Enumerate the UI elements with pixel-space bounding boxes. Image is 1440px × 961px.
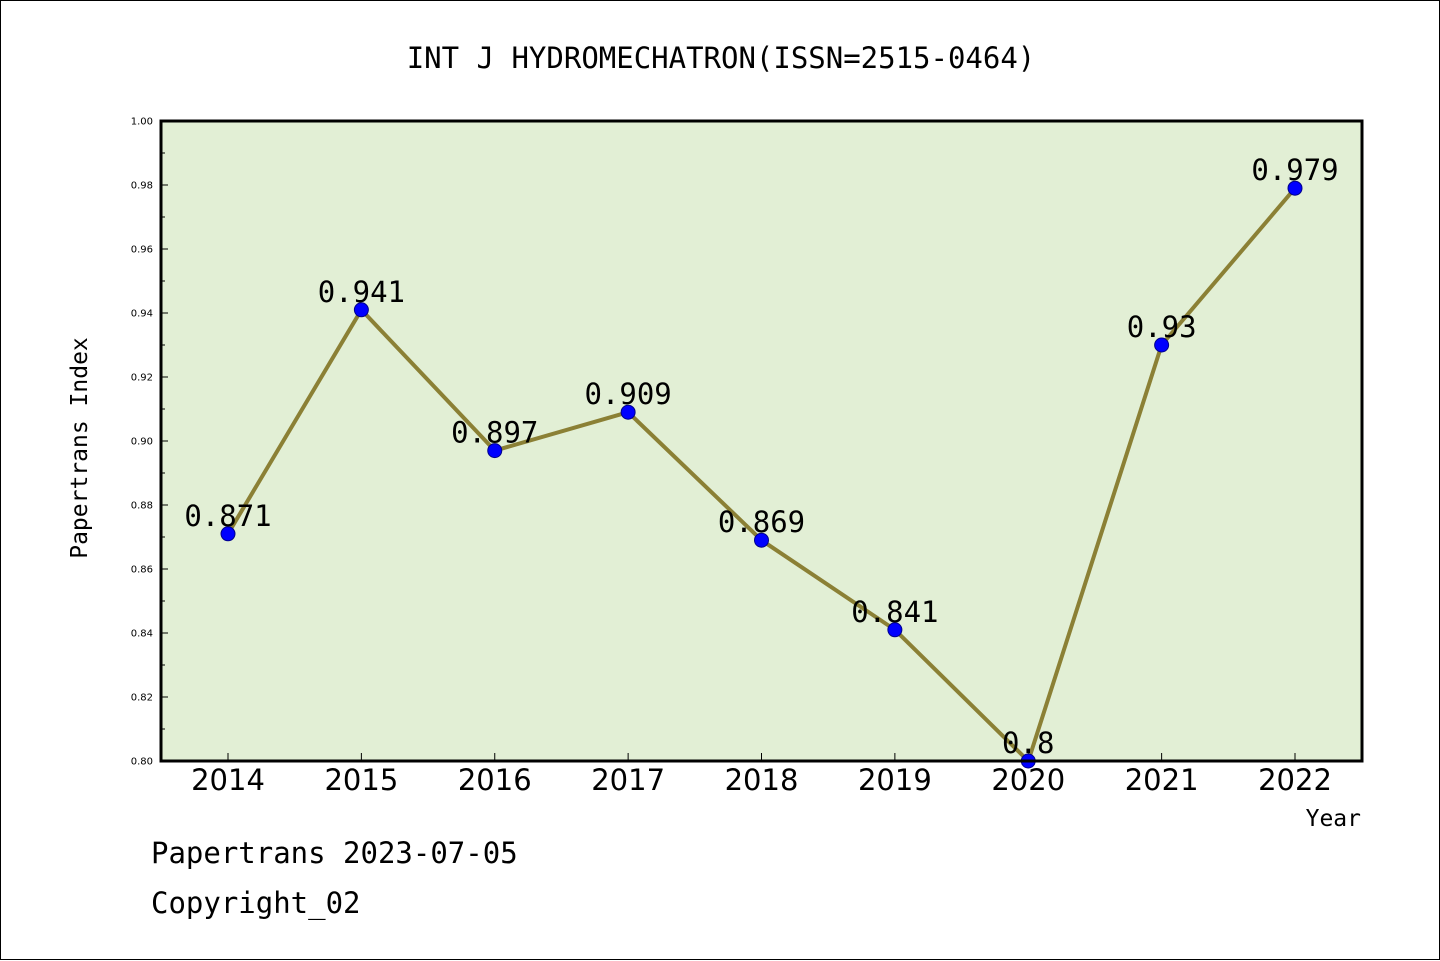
data-point [220, 526, 236, 542]
y-tick-label: 0.86 [131, 565, 153, 576]
x-axis-label: Year [1306, 806, 1361, 832]
data-label: 0.979 [1251, 153, 1338, 187]
x-tick-label: 2015 [324, 763, 398, 797]
y-tick-label: 1.00 [131, 117, 153, 128]
data-label: 0.909 [584, 377, 671, 411]
chart-title: INT J HYDROMECHATRON(ISSN=2515-0464) [407, 41, 1036, 75]
y-tick-label: 0.98 [131, 181, 153, 192]
x-tick-label: 2019 [858, 763, 932, 797]
data-label: 0.93 [1127, 310, 1197, 344]
y-tick-label: 0.90 [131, 437, 153, 448]
data-label: 0.941 [318, 275, 405, 309]
plot-border [159, 119, 1364, 763]
x-tick-label: 2016 [458, 763, 532, 797]
y-tick-label: 0.82 [131, 693, 153, 704]
x-tick-label: 2017 [591, 763, 665, 797]
data-point [1154, 337, 1170, 353]
data-point [1287, 180, 1303, 196]
x-tick-label: 2018 [725, 763, 799, 797]
plot-area [161, 121, 1362, 761]
x-tick-label: 2020 [991, 763, 1065, 797]
data-label: 0.897 [451, 416, 538, 450]
y-tick-label: 0.96 [131, 245, 153, 256]
data-label: 0.8 [1002, 726, 1054, 760]
data-label: 0.869 [718, 505, 805, 539]
y-tick-label: 0.88 [131, 501, 153, 512]
y-tick-label: 0.92 [131, 373, 153, 384]
footer-copyright: Copyright_02 [151, 886, 361, 920]
footer-date: Papertrans 2023-07-05 [151, 836, 518, 870]
data-point [353, 302, 369, 318]
data-point [487, 443, 503, 459]
data-label: 0.841 [851, 595, 938, 629]
y-tick-label: 0.94 [131, 309, 153, 320]
data-point [754, 532, 769, 548]
x-tick-label: 2021 [1125, 763, 1199, 797]
data-point [620, 404, 636, 420]
y-tick-label: 0.80 [131, 757, 153, 768]
x-tick-label: 2022 [1258, 763, 1332, 797]
data-point [887, 622, 903, 638]
data-label: 0.871 [184, 499, 271, 533]
x-tick-label: 2014 [191, 763, 265, 797]
y-tick-label: 0.84 [131, 629, 153, 640]
y-axis-label: Papertrans Index [67, 337, 93, 559]
